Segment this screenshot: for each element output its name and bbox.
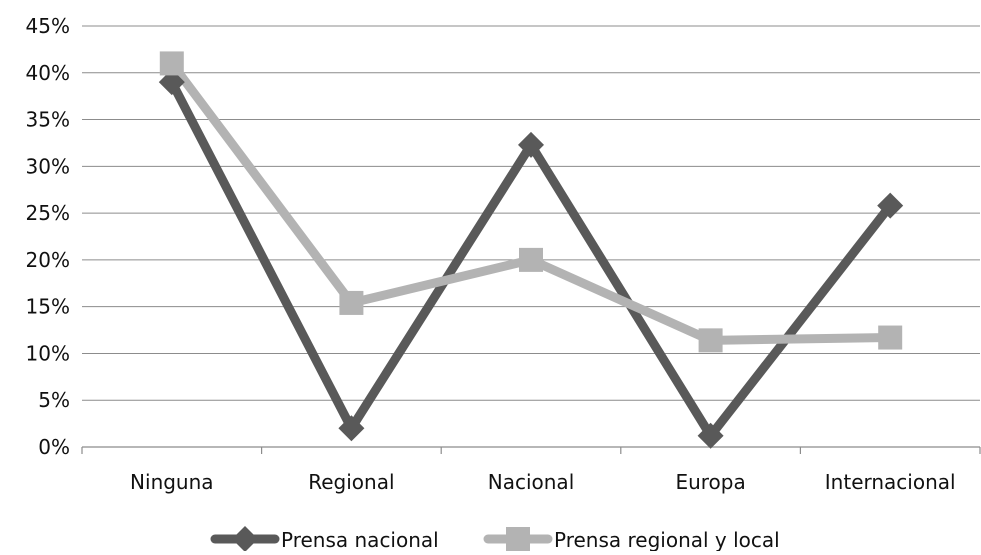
data-point-series-0 — [518, 131, 544, 158]
y-tick-label: 0% — [38, 435, 70, 459]
y-tick-label: 5% — [38, 388, 70, 412]
y-tick-label: 25% — [26, 201, 70, 225]
gridlines — [82, 25, 980, 401]
data-point-series-1 — [159, 51, 184, 76]
y-tick-label: 15% — [26, 295, 70, 319]
x-axis — [81, 446, 981, 454]
series-markers — [158, 51, 904, 449]
legend-label-0: Prensa nacional — [281, 528, 439, 551]
y-tick-label: 10% — [26, 341, 70, 365]
y-tick-label: 40% — [26, 61, 70, 85]
y-axis-tick-labels: 0% 5% 10% 15% 20% 25% 30% 35% 40% 45% — [26, 14, 70, 459]
data-point-series-0 — [158, 69, 185, 96]
y-tick-label: 35% — [26, 108, 70, 132]
data-point-series-0 — [877, 192, 904, 219]
y-tick-label: 30% — [26, 154, 70, 178]
data-point-series-1 — [339, 290, 364, 315]
x-category-label: Internacional — [825, 470, 956, 494]
x-category-label: Regional — [308, 470, 394, 494]
y-tick-label: 20% — [26, 248, 70, 272]
data-point-series-1 — [519, 247, 543, 272]
x-category-label: Ninguna — [130, 470, 214, 494]
y-tick-label: 45% — [26, 14, 70, 38]
data-point-series-0 — [697, 422, 724, 449]
legend-label-1: Prensa regional y local — [554, 528, 780, 551]
legend: Prensa nacional Prensa regional y local — [210, 526, 780, 552]
data-point-series-1 — [878, 325, 903, 350]
x-category-label: Nacional — [488, 470, 575, 494]
x-axis-category-labels: Ninguna Regional Nacional Europa Internacion… — [130, 470, 956, 494]
legend-marker-1 — [506, 527, 530, 551]
x-category-label: Europa — [675, 470, 745, 494]
data-point-series-1 — [698, 328, 723, 353]
data-point-series-0 — [338, 415, 365, 442]
legend-marker-0 — [232, 526, 258, 552]
